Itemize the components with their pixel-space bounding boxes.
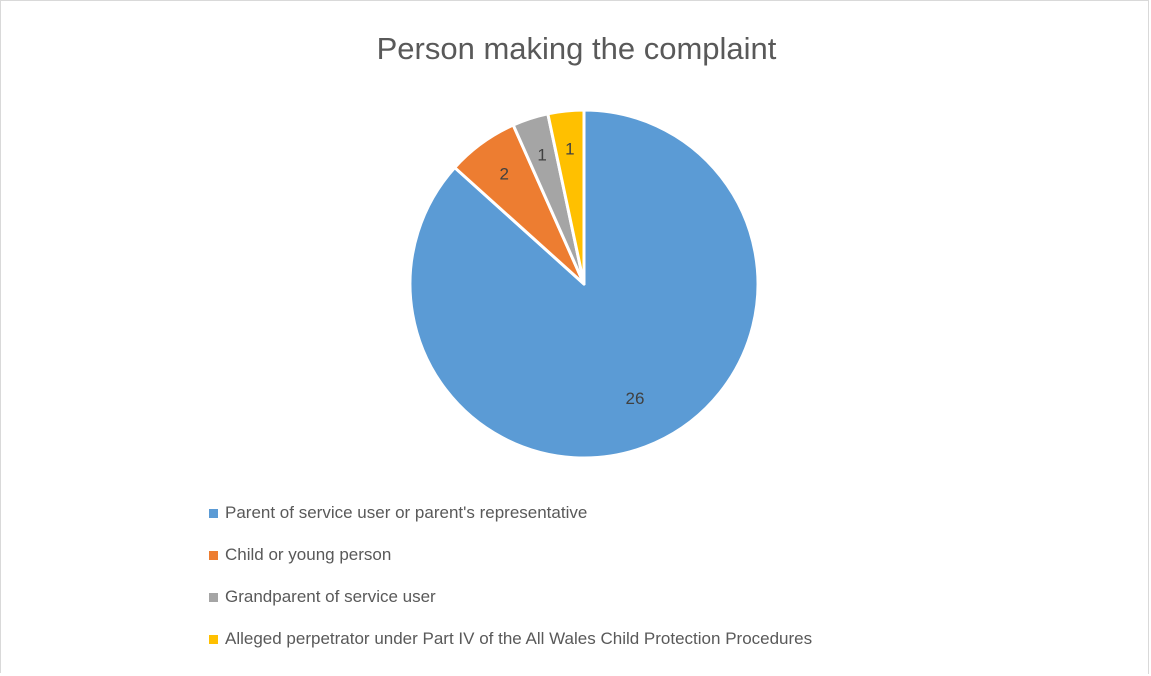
legend-swatch [209, 550, 218, 560]
data-label-parent-of-service-user-or-parent-s-representative: 26 [625, 389, 644, 408]
legend-swatch [209, 634, 218, 644]
legend-item-parent-of-service-user-or-parent-s-representative: Parent of service user or parent's repre… [209, 499, 812, 527]
legend-label: Grandparent of service user [225, 587, 436, 606]
data-label-alleged-perpetrator-under-part-iv-of-the-all-wales-child-protection-procedures: 1 [565, 140, 574, 159]
legend-swatch [209, 508, 218, 518]
legend-label: Parent of service user or parent's repre… [225, 503, 588, 522]
data-label-grandparent-of-service-user: 1 [537, 145, 546, 164]
data-label-child-or-young-person: 2 [499, 165, 508, 184]
legend-item-alleged-perpetrator-under-part-iv-of-the-all-wales-child-protection-procedures: Alleged perpetrator under Part IV of the… [209, 625, 812, 653]
legend-label: Alleged perpetrator under Part IV of the… [225, 629, 813, 648]
legend-swatch [209, 592, 218, 602]
chart-title: Person making the complaint [376, 31, 777, 66]
legend-item-child-or-young-person: Child or young person [209, 541, 812, 569]
pie-slice-alleged-perpetrator-under-part-iv-of-the-all-wales-child-protection-procedures [546, 108, 586, 286]
legend-item-grandparent-of-service-user: Grandparent of service user [209, 583, 812, 611]
legend-label: Child or young person [225, 545, 392, 564]
legend: Parent of service user or parent's repre… [209, 499, 812, 667]
